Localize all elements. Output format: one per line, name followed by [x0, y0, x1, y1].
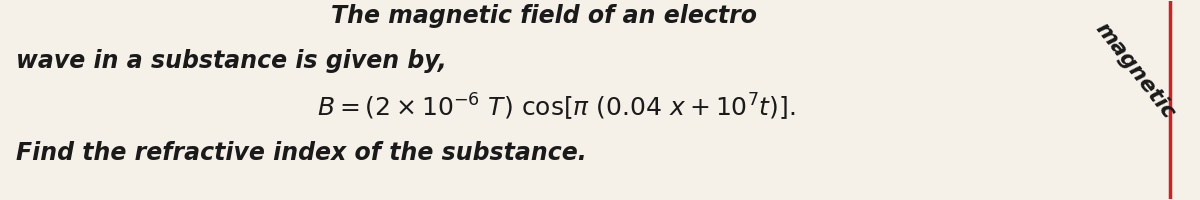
Text: magnetic: magnetic: [1091, 19, 1178, 123]
Text: The magnetic field of an electro: The magnetic field of an electro: [331, 4, 757, 28]
Text: Find the refractive index of the substance.: Find the refractive index of the substan…: [16, 141, 587, 165]
Text: wave in a substance is given by,: wave in a substance is given by,: [16, 49, 446, 73]
Text: $B = (2 \times 10^{-6}\ T)\ \cos[\pi\ (0.04\ x + 10^{7}t)].$: $B = (2 \times 10^{-6}\ T)\ \cos[\pi\ (0…: [317, 92, 796, 123]
